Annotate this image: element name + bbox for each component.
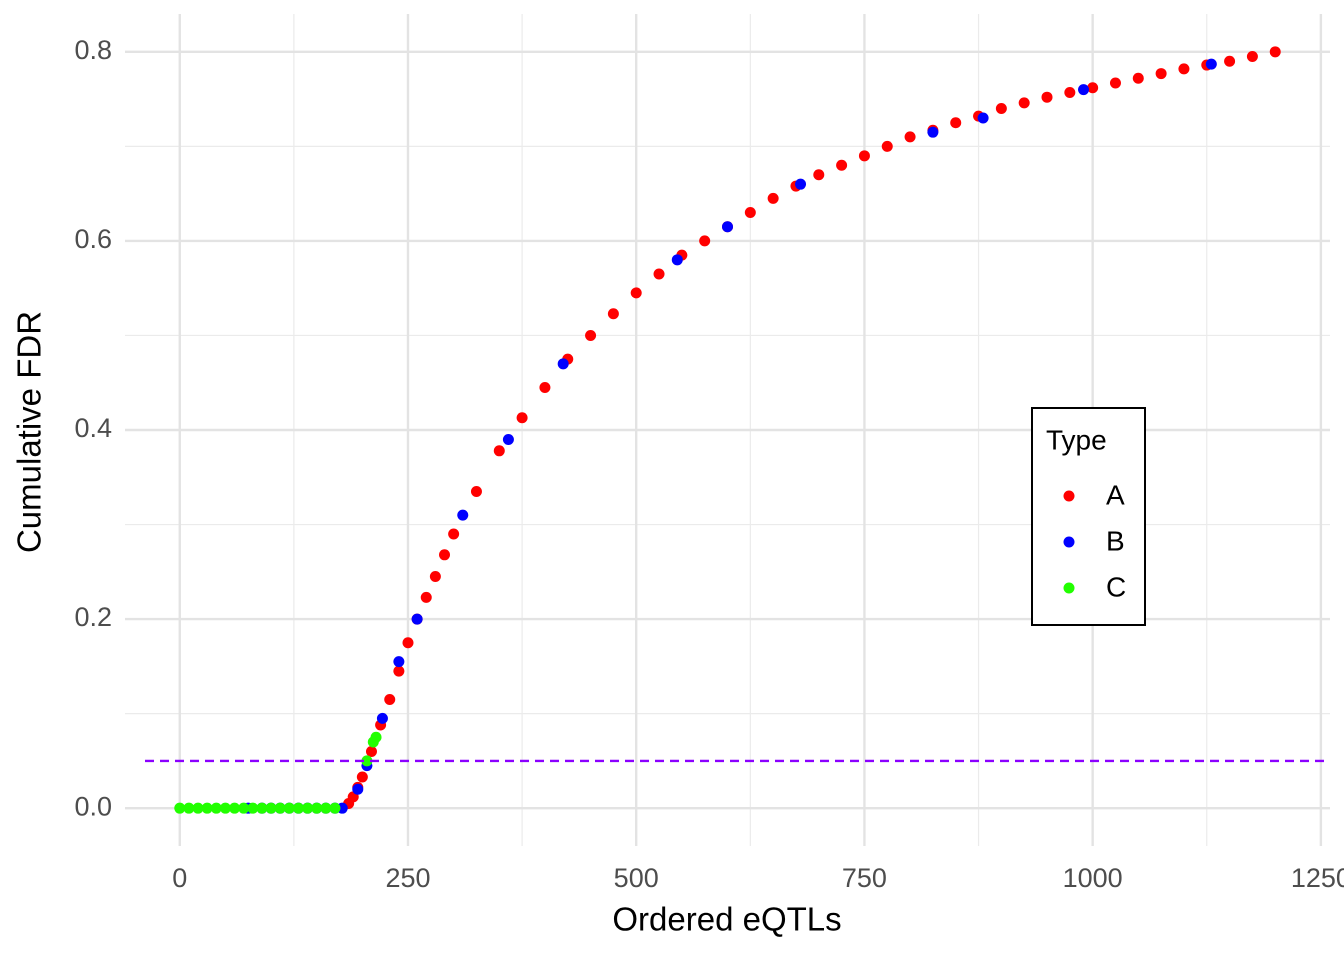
y-tick-label: 0.8 [74, 35, 112, 65]
legend-swatch [1063, 490, 1075, 502]
point [744, 207, 756, 219]
point [722, 221, 733, 233]
x-tick-label: 0 [172, 863, 187, 893]
point [1224, 55, 1236, 67]
point [329, 802, 341, 814]
legend-label: A [1106, 479, 1125, 510]
point [1018, 97, 1030, 109]
x-tick-label: 1250 [1291, 863, 1344, 893]
point [311, 802, 323, 814]
point [256, 802, 268, 814]
point [699, 235, 711, 247]
point [585, 329, 597, 341]
point [904, 131, 916, 143]
point [1246, 51, 1258, 63]
x-axis-title: Ordered eQTLs [612, 901, 841, 938]
point [630, 287, 642, 299]
point [653, 268, 665, 280]
legend-label: B [1106, 525, 1125, 556]
point [384, 693, 396, 705]
point [1087, 82, 1099, 94]
point [183, 802, 195, 814]
y-tick-label: 0.4 [74, 413, 112, 443]
point [950, 117, 962, 129]
legend: Type ABC [1031, 407, 1146, 626]
point [1041, 91, 1053, 103]
legend-label: C [1106, 571, 1126, 602]
point [1132, 72, 1144, 84]
point [977, 112, 989, 124]
x-tick-label: 750 [842, 863, 887, 893]
point [376, 712, 388, 724]
point [1178, 63, 1190, 75]
point [292, 802, 304, 814]
point [174, 802, 186, 814]
point [320, 802, 332, 814]
point [201, 802, 213, 814]
point [265, 802, 277, 814]
point [995, 103, 1007, 115]
point [836, 159, 848, 171]
point [1078, 84, 1090, 96]
point [247, 802, 259, 814]
point [1109, 77, 1121, 89]
point [813, 169, 825, 181]
point [352, 783, 364, 795]
point [795, 178, 807, 190]
point [420, 591, 432, 603]
point [607, 308, 619, 320]
point [402, 637, 414, 649]
point [429, 571, 441, 583]
point [370, 731, 382, 743]
point [365, 745, 377, 757]
point [470, 485, 482, 497]
y-axis-title: Cumulative FDR [11, 311, 48, 553]
y-tick-label: 0.2 [74, 602, 112, 632]
point [502, 433, 514, 445]
point [448, 528, 460, 540]
legend-box [1031, 407, 1146, 626]
legend-swatch [1063, 536, 1075, 548]
point [361, 755, 373, 767]
point [210, 802, 222, 814]
point [302, 802, 314, 814]
point [539, 381, 551, 393]
point [1269, 46, 1281, 58]
point [219, 802, 231, 814]
point [671, 254, 683, 266]
point [411, 613, 423, 625]
point [516, 412, 528, 424]
point [1205, 58, 1217, 70]
point [238, 802, 250, 814]
legend-title: Type [1046, 424, 1107, 455]
point [557, 358, 569, 370]
point [393, 656, 405, 668]
point [1064, 86, 1076, 98]
point [229, 802, 241, 814]
y-tick-label: 0.6 [74, 224, 112, 254]
x-tick-label: 250 [385, 863, 430, 893]
point [493, 445, 505, 457]
point [192, 802, 204, 814]
point [393, 665, 405, 677]
point [858, 150, 870, 162]
point [767, 192, 779, 204]
grid [125, 14, 1330, 846]
point [356, 771, 368, 783]
point [927, 126, 939, 138]
point [439, 549, 451, 561]
x-tick-label: 500 [614, 863, 659, 893]
point [457, 509, 469, 521]
x-tick-label: 1000 [1063, 863, 1123, 893]
point [881, 140, 893, 152]
legend-swatch [1063, 582, 1075, 594]
y-tick-label: 0.0 [74, 791, 112, 821]
point [274, 802, 286, 814]
point [1155, 68, 1167, 80]
point [283, 802, 295, 814]
